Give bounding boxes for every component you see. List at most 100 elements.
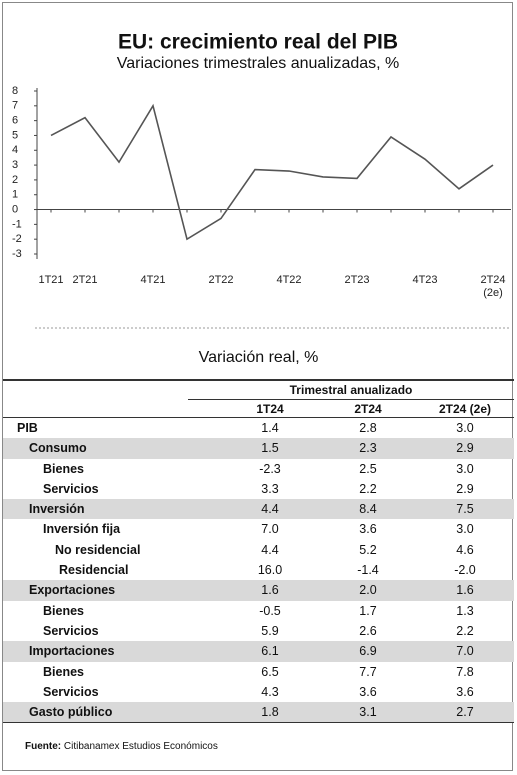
cell: 3.0 — [456, 522, 474, 537]
y-tick-label: 2 — [12, 174, 18, 186]
cell: 7.0 — [456, 644, 474, 659]
column-header-row: 1T24 2T24 2T24 (2e) — [3, 399, 514, 418]
cell: 1.8 — [261, 705, 279, 720]
y-tick-label: 4 — [12, 144, 18, 156]
cell: -2.0 — [454, 563, 476, 578]
row-label: Residencial — [59, 563, 129, 578]
row-label: Bienes — [43, 603, 84, 618]
cell: 4.4 — [261, 502, 279, 517]
cell: 3.6 — [359, 522, 377, 537]
x-tick-label: 4T23 — [412, 274, 438, 286]
row-label: Consumo — [29, 441, 87, 456]
table-row: Importaciones 6.1 6.9 7.0 — [3, 641, 514, 662]
cell: 7.8 — [456, 664, 474, 679]
cell: 3.3 — [261, 481, 279, 496]
table-row: Exportaciones 1.6 2.0 1.6 — [3, 580, 514, 601]
group-header: Trimestral anualizado — [188, 381, 514, 400]
table-row: Inversión 4.4 8.4 7.5 — [3, 499, 514, 520]
source-label: Fuente: — [25, 741, 62, 752]
chart-subtitle: Variaciones trimestrales anualizadas, % — [117, 55, 400, 72]
header-row: Trimestral anualizado — [3, 381, 514, 400]
table-row: Bienes -2.3 2.5 3.0 — [3, 459, 514, 479]
cell: 2.6 — [359, 623, 377, 638]
row-label: Importaciones — [29, 644, 115, 659]
y-tick-label: 5 — [12, 129, 18, 141]
x-tick-label: 1T21 — [38, 274, 64, 286]
cell: 4.6 — [456, 542, 474, 557]
y-tick-label: 3 — [12, 159, 18, 171]
row-label: Servicios — [43, 481, 99, 496]
x-tick-label: 4T21 — [140, 274, 166, 286]
y-tick-label: -2 — [12, 233, 22, 245]
table-row: Bienes 6.5 7.7 7.8 — [3, 662, 514, 682]
x-tick-label: 2T24 (2e) — [480, 274, 506, 299]
source-text: Citibanamex Estudios Económicos — [63, 741, 218, 752]
row-label: Bienes — [43, 664, 84, 679]
x-tick-label: 2T23 — [344, 274, 370, 286]
cell: 3.1 — [359, 705, 377, 720]
cell: 1.4 — [261, 421, 279, 435]
table-row: No residencial 4.4 5.2 4.6 — [3, 540, 514, 560]
table-row: Residencial 16.0 -1.4 -2.0 — [3, 560, 514, 580]
cell: 1.3 — [456, 603, 474, 618]
cell: 4.3 — [261, 684, 279, 699]
cell: 5.2 — [359, 542, 377, 557]
cell: 16.0 — [257, 563, 283, 578]
y-tick-label: 8 — [12, 85, 18, 97]
cell: 4.4 — [261, 542, 279, 557]
row-label: Inversión — [29, 502, 85, 517]
cell: 2.7 — [456, 705, 474, 720]
row-label: Servicios — [43, 684, 99, 699]
row-label: Inversión fija — [43, 522, 121, 537]
x-tick-label: 4T22 — [276, 274, 302, 286]
cell: 3.0 — [456, 421, 474, 435]
cell: 2.5 — [359, 461, 377, 476]
cell: 7.0 — [261, 522, 279, 537]
cell: -1.4 — [357, 563, 379, 578]
x-tick-label: 2T22 — [208, 274, 234, 286]
chart: EU: crecimiento real del PIB Variaciones… — [12, 31, 511, 329]
cell: 2.9 — [456, 481, 474, 496]
cell: 1.5 — [261, 441, 279, 456]
column-header: 2T24 — [354, 402, 382, 416]
y-tick-label: -1 — [12, 218, 22, 230]
cell: 6.5 — [261, 664, 279, 679]
cell: 3.0 — [456, 461, 474, 476]
y-tick-label: -3 — [12, 248, 22, 260]
cell: 2.3 — [359, 441, 377, 456]
cell: 6.1 — [261, 644, 279, 659]
cell: 3.6 — [456, 684, 474, 699]
table-row: Servicios 4.3 3.6 3.6 — [3, 682, 514, 702]
x-tick-label: 2T21 — [72, 274, 98, 286]
cell: 2.0 — [359, 583, 377, 598]
column-header: 1T24 — [256, 402, 284, 416]
table-row: Servicios 5.9 2.6 2.2 — [3, 621, 514, 641]
cell: -0.5 — [259, 603, 281, 618]
cell: 3.6 — [359, 684, 377, 699]
chart-title: EU: crecimiento real del PIB — [118, 31, 398, 54]
cell: 2.8 — [359, 421, 377, 435]
table-row: Inversión fija 7.0 3.6 3.0 — [3, 519, 514, 539]
row-label: Servicios — [43, 623, 99, 638]
y-tick-label: 0 — [12, 203, 18, 215]
cell: 1.6 — [261, 583, 279, 598]
source: Fuente: Citibanamex Estudios Económicos — [25, 741, 218, 752]
table-title: Variación real, % — [198, 349, 319, 366]
cell: 5.9 — [261, 623, 279, 638]
cell: -2.3 — [259, 461, 281, 476]
table-row: PIB 1.4 2.8 3.0 — [3, 418, 514, 438]
y-tick-label: 1 — [12, 189, 18, 201]
row-label: Bienes — [43, 461, 84, 476]
y-tick-label: 6 — [12, 115, 18, 127]
row-label: PIB — [17, 421, 38, 435]
cell: 1.6 — [456, 583, 474, 598]
table-row: Gasto público 1.8 3.1 2.7 — [3, 702, 514, 724]
cell: 2.2 — [456, 623, 474, 638]
cell: 2.9 — [456, 441, 474, 456]
table-row: Consumo 1.5 2.3 2.9 — [3, 438, 514, 459]
column-header: 2T24 (2e) — [438, 402, 492, 416]
table-row: Bienes -0.5 1.7 1.3 — [3, 601, 514, 621]
row-label: Gasto público — [29, 705, 113, 720]
cell: 7.5 — [456, 502, 474, 517]
row-label: No residencial — [55, 542, 141, 557]
